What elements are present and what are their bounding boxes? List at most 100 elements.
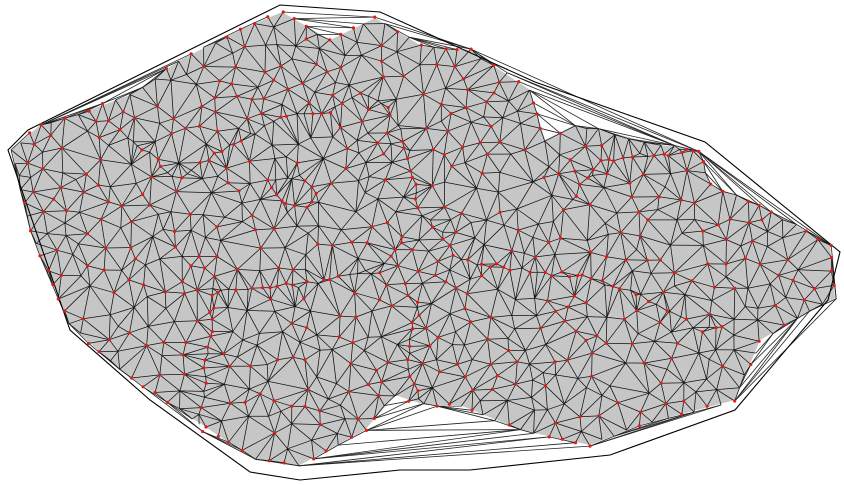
triangle-edge: [390, 255, 399, 267]
triangle-edge: [212, 276, 215, 289]
triangle-edge: [163, 321, 175, 343]
triangle-edge: [182, 342, 187, 355]
triangle-edge: [241, 133, 256, 142]
triangle-edge: [418, 226, 433, 241]
triangle-edge: [449, 232, 456, 246]
mesh-node: [439, 102, 443, 106]
triangle-edge: [176, 191, 191, 215]
mesh-node: [705, 404, 709, 408]
triangle-edge: [294, 180, 306, 206]
mesh-node: [430, 184, 434, 188]
triangle-edge: [339, 292, 355, 317]
mesh-node: [148, 203, 152, 207]
mesh-node: [302, 297, 306, 301]
triangle-edge: [422, 359, 437, 364]
triangle-edge: [665, 382, 685, 404]
mesh-node: [782, 323, 786, 327]
mesh-node: [484, 100, 489, 104]
mesh-node: [377, 298, 382, 302]
triangle-edge: [590, 252, 607, 258]
triangle-edge: [128, 279, 144, 286]
triangle-edge: [587, 316, 607, 318]
triangle-edge: [221, 403, 231, 422]
mesh-node: [414, 182, 418, 186]
triangle-edge: [703, 239, 727, 246]
triangle-edge: [585, 128, 588, 147]
triangle-edge: [183, 354, 205, 361]
triangle-edge: [464, 338, 488, 346]
triangle-edge: [385, 177, 413, 181]
triangle-edge: [554, 238, 561, 255]
mesh-node: [380, 380, 384, 384]
mesh-node: [469, 47, 473, 51]
triangle-edge: [563, 204, 590, 211]
triangle-edge: [529, 256, 536, 273]
mesh-node: [339, 32, 343, 37]
triangle-edge: [502, 117, 521, 124]
triangle-edge: [486, 92, 495, 103]
triangle-edge: [204, 353, 224, 361]
triangle-edge: [560, 237, 591, 253]
triangle-edge: [509, 250, 513, 271]
hull-edge: [409, 36, 472, 50]
triangle-edge: [442, 232, 456, 240]
triangle-edge: [197, 312, 211, 322]
triangle-edge: [242, 310, 248, 341]
triangle-edge: [480, 141, 500, 144]
triangle-edge: [437, 331, 456, 338]
triangle-edge: [215, 111, 248, 120]
triangle-edge: [214, 80, 221, 99]
mesh-node: [497, 80, 501, 84]
triangle-edge: [357, 258, 385, 264]
triangle-edge: [276, 177, 289, 196]
triangle-edge: [450, 107, 467, 114]
triangle-edge: [33, 191, 54, 200]
mesh-node: [405, 157, 410, 161]
triangle-edge: [577, 375, 592, 379]
mesh-node: [153, 390, 157, 395]
triangle-edge: [295, 38, 307, 47]
triangle-edge: [418, 238, 443, 241]
mesh-node: [619, 231, 623, 235]
triangle-edge: [306, 201, 319, 208]
triangle-edge: [381, 60, 404, 77]
triangle-edge: [670, 173, 682, 201]
triangle-edge: [418, 215, 423, 241]
triangle-edge: [46, 233, 58, 251]
triangle-edge: [411, 322, 427, 329]
triangle-edge: [567, 352, 593, 361]
triangle-edge: [391, 305, 418, 308]
triangle-edge: [184, 373, 205, 392]
triangle-edge: [131, 374, 160, 379]
triangle-edge: [804, 288, 815, 301]
triangle-edge: [617, 402, 627, 431]
triangle-edge: [196, 289, 211, 313]
triangle-edge: [311, 158, 324, 187]
triangle-edge: [30, 177, 34, 193]
triangle-edge: [591, 278, 603, 282]
triangle-edge: [397, 338, 410, 345]
triangle-edge: [423, 387, 433, 404]
triangle-edge: [56, 235, 67, 251]
triangle-edge: [606, 160, 614, 174]
triangle-edge: [335, 82, 350, 86]
triangle-edge: [467, 237, 476, 260]
triangle-edge: [423, 94, 427, 129]
triangle-edge: [308, 102, 322, 114]
triangle-edge: [691, 263, 708, 282]
mesh-node: [419, 43, 423, 47]
triangle-edge: [525, 350, 530, 365]
triangle-edge: [638, 209, 658, 213]
triangle-edge: [539, 128, 546, 142]
mesh-node: [480, 171, 484, 175]
triangle-edge: [671, 358, 685, 383]
triangle-edge: [585, 302, 608, 318]
triangle-edge: [490, 126, 501, 143]
mesh-node: [386, 360, 390, 364]
mesh-node: [262, 97, 266, 101]
triangle-edge: [103, 247, 106, 271]
triangle-edge: [403, 147, 408, 159]
triangle-edge: [377, 198, 397, 213]
triangle-edge: [113, 292, 135, 308]
